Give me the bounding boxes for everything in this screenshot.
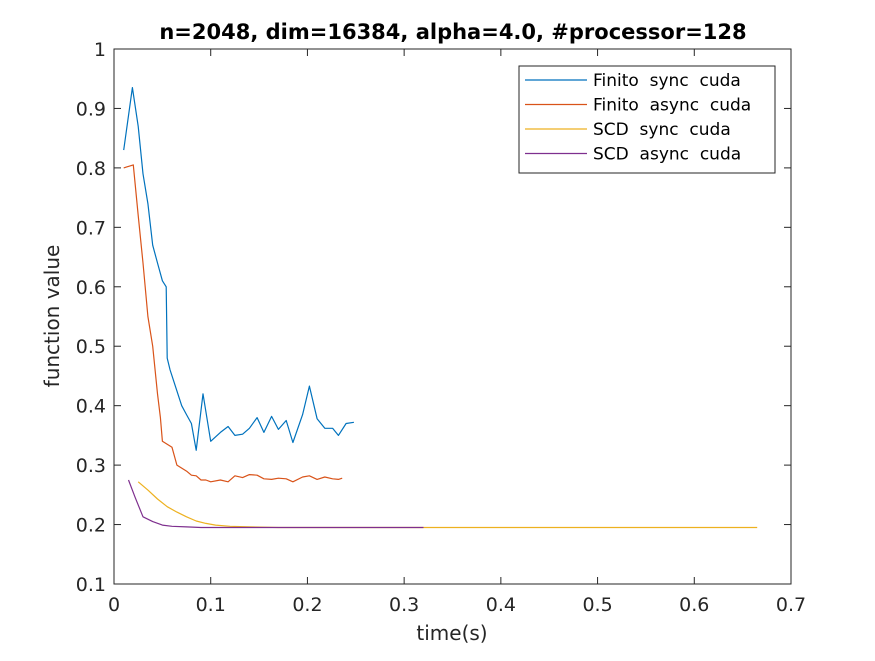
legend-label-3: SCD async cuda bbox=[593, 145, 741, 165]
y-tick-label: 0.9 bbox=[76, 98, 106, 120]
x-tick-label: 0.3 bbox=[389, 594, 419, 616]
series-line-3 bbox=[127, 479, 424, 529]
legend-box bbox=[518, 65, 776, 174]
legend-label-1: Finito async cuda bbox=[593, 96, 751, 116]
y-tick-label: 0.1 bbox=[76, 574, 106, 596]
x-axis-label: time(s) bbox=[416, 621, 487, 645]
x-tick-label: 0.7 bbox=[776, 594, 806, 616]
series-line-1 bbox=[123, 164, 343, 483]
y-tick-label: 0.3 bbox=[76, 455, 106, 477]
legend: Finito sync cuda Finito async cuda SCD syn… bbox=[518, 65, 776, 174]
x-tick-label: 0.6 bbox=[679, 594, 709, 616]
x-tick-label: 0.1 bbox=[196, 594, 226, 616]
legend-label-0: Finito sync cuda bbox=[593, 71, 741, 91]
x-tick-label: 0 bbox=[108, 594, 120, 616]
series-line-2 bbox=[137, 481, 758, 529]
x-tick-label: 0.4 bbox=[486, 594, 516, 616]
axes: 0 0.1 0.2 0.3 0.4 0.5 0.6 0.70.10.20.30.40.50.6… bbox=[76, 39, 806, 616]
y-tick-label: 0.5 bbox=[76, 336, 106, 358]
y-tick-label: 0.6 bbox=[76, 277, 106, 299]
x-tick-label: 0.2 bbox=[292, 594, 322, 616]
y-tick-label: 0.7 bbox=[76, 217, 106, 239]
y-tick-label: 0.4 bbox=[76, 396, 106, 418]
x-tick-label: 0.5 bbox=[582, 594, 612, 616]
y-tick-label: 1 bbox=[94, 39, 106, 61]
series-line-0 bbox=[123, 86, 354, 451]
y-tick-label: 0.8 bbox=[76, 158, 106, 180]
y-axis-label: function value bbox=[40, 245, 64, 388]
data-series bbox=[123, 86, 758, 529]
y-tick-label: 0.2 bbox=[76, 515, 106, 537]
chart-title: n=2048, dim=16384, alpha=4.0, #processor… bbox=[159, 20, 746, 44]
legend-label-2: SCD sync cuda bbox=[593, 120, 731, 140]
